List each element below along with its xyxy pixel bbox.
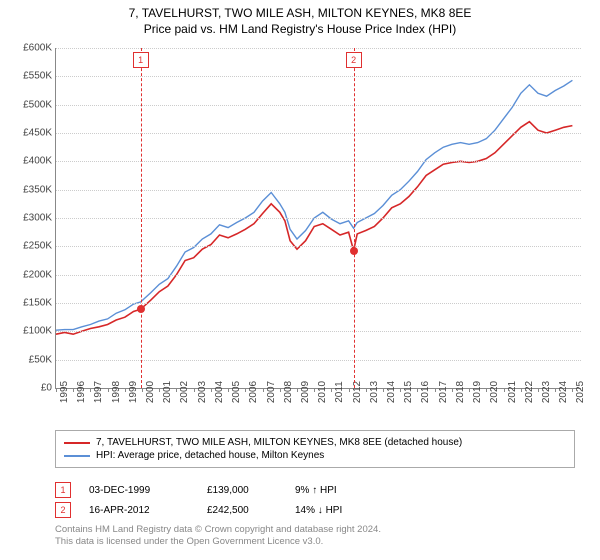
x-axis-label: 2008 <box>283 381 294 403</box>
x-axis-label: 2010 <box>317 381 328 403</box>
x-axis-label: 2013 <box>369 381 380 403</box>
y-axis-label: £500K <box>23 99 52 110</box>
sale-marker-box: 1 <box>133 52 149 68</box>
chart-title-subtitle: Price paid vs. HM Land Registry's House … <box>0 22 600 36</box>
legend-row-property: 7, TAVELHURST, TWO MILE ASH, MILTON KEYN… <box>64 437 566 448</box>
sales-diff-2: 14% ↓ HPI <box>295 505 395 516</box>
x-axis-label: 2011 <box>334 381 345 403</box>
attribution-text: Contains HM Land Registry data © Crown c… <box>55 524 575 549</box>
x-axis-label: 2003 <box>197 381 208 403</box>
y-axis-label: £250K <box>23 241 52 252</box>
attribution-line1: Contains HM Land Registry data © Crown c… <box>55 524 575 536</box>
legend-label-hpi: HPI: Average price, detached house, Milt… <box>96 450 324 461</box>
sales-row-2: 2 16-APR-2012 £242,500 14% ↓ HPI <box>55 502 575 518</box>
x-axis-label: 2001 <box>162 381 173 403</box>
sale-marker-box: 2 <box>346 52 362 68</box>
x-axis-label: 2014 <box>386 381 397 403</box>
y-axis-label: £50K <box>29 354 52 365</box>
x-axis-label: 2020 <box>489 381 500 403</box>
x-axis-label: 2022 <box>524 381 535 403</box>
x-axis-label: 2005 <box>231 381 242 403</box>
y-axis-label: £0 <box>41 383 52 394</box>
price-chart: £0£50K£100K£150K£200K£250K£300K£350K£400… <box>55 48 581 389</box>
x-axis-label: 1995 <box>59 381 70 403</box>
chart-title-block: 7, TAVELHURST, TWO MILE ASH, MILTON KEYN… <box>0 0 600 36</box>
x-axis-label: 2004 <box>214 381 225 403</box>
x-axis-label: 2019 <box>472 381 483 403</box>
y-axis-label: £300K <box>23 213 52 224</box>
y-axis-label: £600K <box>23 43 52 54</box>
x-axis-label: 1998 <box>111 381 122 403</box>
x-axis-label: 2018 <box>455 381 466 403</box>
sales-marker-2: 2 <box>55 502 71 518</box>
x-axis-label: 2025 <box>575 381 586 403</box>
x-axis-label: 1999 <box>128 381 139 403</box>
sale-marker-dot <box>137 305 145 313</box>
y-axis-label: £100K <box>23 326 52 337</box>
x-axis-label: 2006 <box>248 381 259 403</box>
sales-row-1: 1 03-DEC-1999 £139,000 9% ↑ HPI <box>55 482 575 498</box>
x-axis-label: 1996 <box>76 381 87 403</box>
sale-marker-dot <box>350 247 358 255</box>
x-axis-label: 2021 <box>507 381 518 403</box>
x-axis-label: 2024 <box>558 381 569 403</box>
sales-table: 1 03-DEC-1999 £139,000 9% ↑ HPI 2 16-APR… <box>55 478 575 522</box>
sales-marker-1: 1 <box>55 482 71 498</box>
x-axis-label: 2016 <box>420 381 431 403</box>
sales-price-1: £139,000 <box>207 485 277 496</box>
chart-title-address: 7, TAVELHURST, TWO MILE ASH, MILTON KEYN… <box>0 6 600 20</box>
attribution-line2: This data is licensed under the Open Gov… <box>55 536 575 548</box>
x-axis-label: 2023 <box>541 381 552 403</box>
x-axis-label: 1997 <box>93 381 104 403</box>
legend-swatch-hpi <box>64 455 90 457</box>
legend-label-property: 7, TAVELHURST, TWO MILE ASH, MILTON KEYN… <box>96 437 462 448</box>
y-axis-label: £200K <box>23 269 52 280</box>
sales-date-2: 16-APR-2012 <box>89 505 189 516</box>
sales-price-2: £242,500 <box>207 505 277 516</box>
y-axis-label: £450K <box>23 128 52 139</box>
x-axis-label: 2000 <box>145 381 156 403</box>
sale-marker-line <box>354 48 355 388</box>
y-axis-label: £550K <box>23 71 52 82</box>
y-axis-label: £350K <box>23 184 52 195</box>
legend-box: 7, TAVELHURST, TWO MILE ASH, MILTON KEYN… <box>55 430 575 468</box>
legend-swatch-property <box>64 442 90 444</box>
y-axis-label: £150K <box>23 298 52 309</box>
x-axis-label: 2002 <box>179 381 190 403</box>
x-axis-label: 2017 <box>438 381 449 403</box>
sales-diff-1: 9% ↑ HPI <box>295 485 395 496</box>
legend-row-hpi: HPI: Average price, detached house, Milt… <box>64 450 566 461</box>
series-line-hpi <box>56 80 572 330</box>
x-axis-label: 2015 <box>403 381 414 403</box>
y-axis-label: £400K <box>23 156 52 167</box>
sales-date-1: 03-DEC-1999 <box>89 485 189 496</box>
x-axis-label: 2007 <box>266 381 277 403</box>
sale-marker-line <box>141 48 142 388</box>
x-axis-label: 2009 <box>300 381 311 403</box>
